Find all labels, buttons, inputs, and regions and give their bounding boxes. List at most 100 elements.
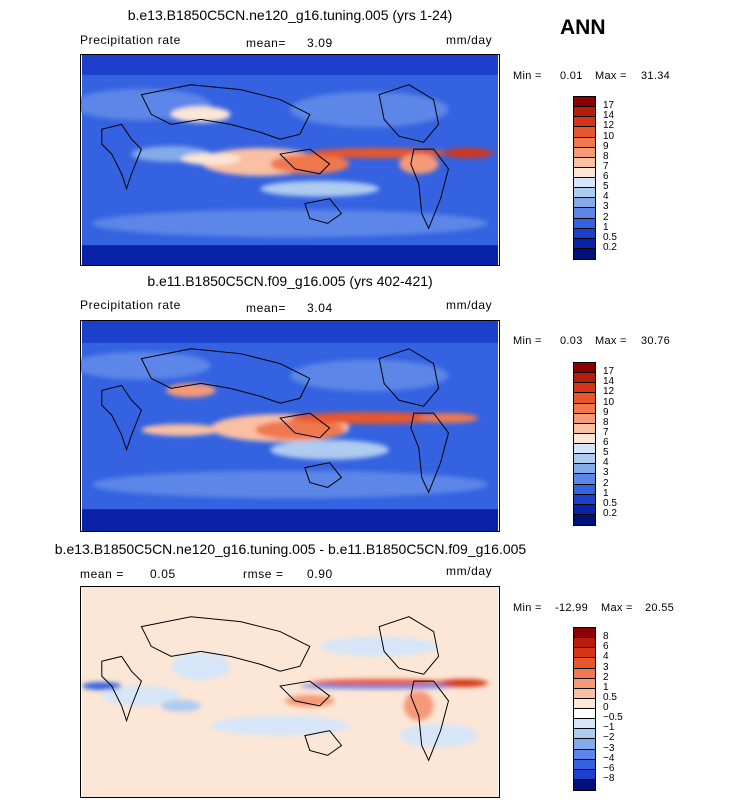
season-label: ANN <box>560 16 606 39</box>
colorbar-level-label: 8 <box>603 150 609 162</box>
colorbar-swatch <box>574 739 595 750</box>
colorbar-level-label: 0.5 <box>603 497 617 509</box>
panel3-rmse-label: rmse = <box>243 567 284 581</box>
panel1-colorbar <box>573 96 596 260</box>
panel3-min-label: Min = <box>513 602 542 614</box>
colorbar-level-label: −6 <box>603 762 615 774</box>
panel1-mean-label: mean= <box>246 36 287 50</box>
colorbar-level-label: 2 <box>603 477 609 489</box>
panel1-map <box>80 54 500 266</box>
colorbar-level-label: −2 <box>603 732 615 744</box>
panel2-mean-value: 3.04 <box>307 301 333 315</box>
colorbar-swatch <box>574 248 595 259</box>
colorbar-swatch <box>574 658 595 669</box>
colorbar-level-label: 10 <box>603 396 615 408</box>
colorbar-swatch <box>574 678 595 689</box>
colorbar-swatch <box>574 464 595 475</box>
colorbar-swatch <box>574 759 595 770</box>
panel3-min-value: -12.99 <box>555 602 588 614</box>
colorbar-level-label: 5 <box>603 181 609 193</box>
panel2-variable-label: Precipitation rate <box>80 298 181 312</box>
colorbar-swatch <box>574 729 595 740</box>
colorbar-level-label: 0.2 <box>603 507 617 519</box>
colorbar-swatch <box>574 423 595 434</box>
colorbar-swatch <box>574 413 595 424</box>
colorbar-swatch <box>574 484 595 495</box>
colorbar-level-label: 6 <box>603 641 609 653</box>
colorbar-swatch <box>574 514 595 525</box>
panel3-mean-label: mean = <box>80 567 124 581</box>
colorbar-level-label: 6 <box>603 437 609 448</box>
colorbar-swatch <box>574 373 595 384</box>
panel3-mean-value: 0.05 <box>150 567 176 581</box>
colorbar-swatch <box>574 638 595 649</box>
colorbar-level-label: 1 <box>603 487 609 499</box>
panel2-min-label: Min = <box>513 335 542 347</box>
colorbar-swatch <box>574 363 595 374</box>
panel2-colorbar <box>573 362 596 526</box>
panel1-mean-value: 3.09 <box>307 36 333 50</box>
colorbar-swatch <box>574 779 595 790</box>
colorbar-swatch <box>574 668 595 679</box>
colorbar-swatch <box>574 188 595 199</box>
panel3-max-label: Max = <box>601 602 633 614</box>
colorbar-level-label: 3 <box>603 467 609 479</box>
colorbar-swatch <box>574 688 595 699</box>
panel3-title: b.e13.B1850C5CN.ne120_g16.tuning.005 - b… <box>54 541 527 557</box>
colorbar-swatch <box>574 157 595 168</box>
colorbar-swatch <box>574 228 595 239</box>
colorbar-swatch <box>574 628 595 639</box>
colorbar-swatch <box>574 127 595 138</box>
panel1-min-label: Min = <box>513 70 542 82</box>
colorbar-level-label: 0.2 <box>603 241 617 253</box>
colorbar-level-label: 14 <box>603 110 615 122</box>
colorbar-level-label: 4 <box>603 457 609 469</box>
panel1-units: mm/day <box>446 33 493 47</box>
colorbar-level-label: 2 <box>603 211 609 223</box>
panel1-title: b.e13.B1850C5CN.ne120_g16.tuning.005 (yr… <box>127 7 453 23</box>
panel3-colorbar <box>573 627 596 791</box>
colorbar-level-label: 17 <box>603 366 615 378</box>
panel1-max-label: Max = <box>595 70 627 82</box>
panel3-map <box>80 586 500 798</box>
colorbar-level-label: 1 <box>603 681 609 693</box>
colorbar-swatch <box>574 97 595 108</box>
colorbar-swatch <box>574 494 595 505</box>
colorbar-swatch <box>574 504 595 515</box>
colorbar-level-label: 3 <box>603 201 609 213</box>
colorbar-swatch <box>574 709 595 720</box>
colorbar-level-label: 0 <box>603 702 609 713</box>
colorbar-level-label: 3 <box>603 661 609 673</box>
colorbar-level-label: 2 <box>603 671 609 683</box>
colorbar-swatch <box>574 393 595 404</box>
colorbar-swatch <box>574 403 595 414</box>
colorbar-swatch <box>574 178 595 189</box>
colorbar-swatch <box>574 238 595 249</box>
panel2-min-value: 0.03 <box>560 335 583 347</box>
panel3-units: mm/day <box>446 564 493 578</box>
colorbar-level-label: 1 <box>603 221 609 233</box>
colorbar-swatch <box>574 107 595 118</box>
colorbar-level-label: 12 <box>603 386 615 398</box>
colorbar-level-label: 10 <box>603 130 615 142</box>
colorbar-level-label: 0.5 <box>603 691 617 703</box>
colorbar-swatch <box>574 198 595 209</box>
colorbar-level-label: 0.5 <box>603 231 617 243</box>
panel1-variable-label: Precipitation rate <box>80 33 181 47</box>
colorbar-swatch <box>574 698 595 709</box>
panel2-max-label: Max = <box>595 335 627 347</box>
panel2-map <box>80 320 500 532</box>
colorbar-level-label: 14 <box>603 376 615 388</box>
colorbar-level-label: −8 <box>603 772 615 784</box>
colorbar-swatch <box>574 648 595 659</box>
colorbar-level-label: −0.5 <box>603 712 623 724</box>
colorbar-swatch <box>574 474 595 485</box>
colorbar-swatch <box>574 147 595 158</box>
colorbar-swatch <box>574 444 595 455</box>
colorbar-level-label: 5 <box>603 447 609 459</box>
colorbar-swatch <box>574 208 595 219</box>
colorbar-swatch <box>574 117 595 128</box>
colorbar-swatch <box>574 769 595 780</box>
colorbar-level-label: 9 <box>603 406 609 418</box>
panel3-max-value: 20.55 <box>645 602 675 614</box>
